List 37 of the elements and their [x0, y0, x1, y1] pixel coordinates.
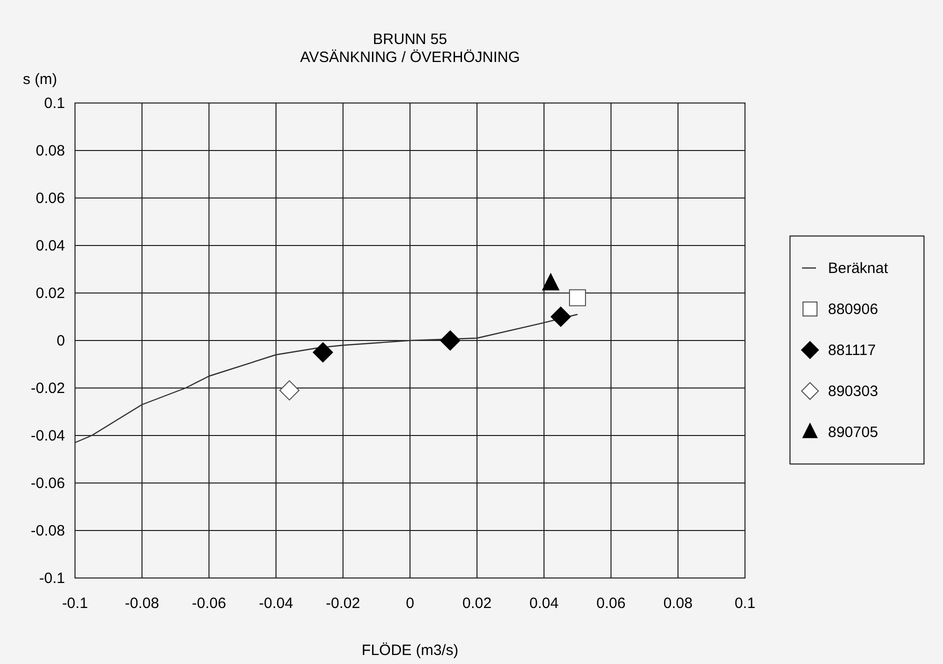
legend-label: Beräknat	[828, 260, 889, 277]
x-axis-title: FLÖDE (m3/s)	[362, 642, 458, 659]
legend-label: 880906	[828, 301, 878, 318]
x-tick-label: -0.02	[326, 595, 360, 612]
point	[440, 330, 460, 351]
x-tick-label: 0	[406, 595, 414, 612]
legend-label: 881117	[828, 342, 876, 359]
x-tick-label: -0.06	[192, 595, 226, 612]
x-tick-label: -0.04	[258, 595, 294, 612]
point	[312, 342, 333, 362]
point	[550, 306, 571, 327]
y-tick-label: 0.08	[36, 142, 65, 160]
y-tick-label: 0.04	[36, 238, 65, 254]
chart-subtitle: AVSÄNKNING / ÖVERHÖJNING	[300, 49, 520, 66]
y-tick-label: -0.1	[39, 570, 65, 587]
line-series	[74, 314, 578, 444]
y-tick-label: 0.06	[36, 190, 65, 207]
y-tick-label: -0.06	[30, 475, 65, 492]
y-tick-label: 0.1	[44, 95, 65, 112]
y-tick-label: 0	[56, 332, 65, 350]
y-tick-label: -0.02	[30, 380, 65, 397]
y-tick-label: -0.04	[30, 428, 65, 444]
x-tick-label: 0.02	[462, 595, 492, 612]
x-tick-label: -0.1	[62, 595, 88, 612]
y-axis-title: s (m)	[22, 71, 58, 88]
x-tick-label: 0.1	[734, 595, 756, 612]
x-tick-label: 0.08	[663, 595, 693, 612]
point	[279, 380, 300, 400]
legend-label: 890705	[828, 424, 878, 441]
x-tick-label: 0.06	[596, 595, 626, 612]
point	[569, 289, 586, 306]
legend-label: 890303	[828, 383, 878, 400]
y-tick-label: 0.02	[36, 285, 65, 302]
x-tick-label: 0.04	[529, 595, 559, 612]
chart-title: BRUNN 55	[372, 31, 448, 48]
y-tick-label: -0.08	[30, 522, 65, 540]
x-tick-label: -0.08	[124, 595, 160, 612]
